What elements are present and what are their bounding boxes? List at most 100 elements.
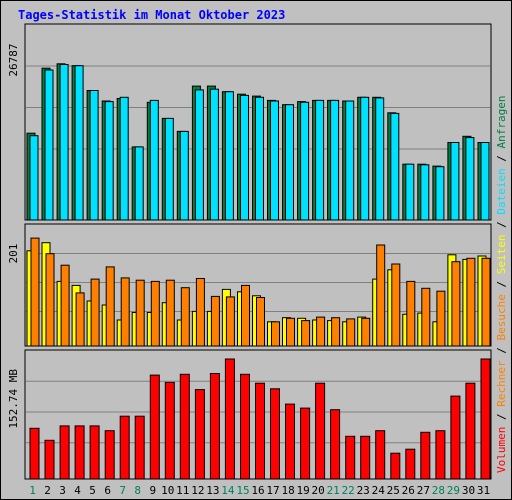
- x-tick-label-9: 9: [149, 484, 156, 497]
- bar-volumen-22: [345, 435, 356, 480]
- bar-besuche-28: [436, 290, 446, 347]
- bar-dateien-9: [149, 99, 159, 221]
- bar-besuche-1: [30, 237, 40, 347]
- x-tick-label-8: 8: [134, 484, 141, 497]
- legend-item-rechner: Rechner: [495, 360, 508, 407]
- bar-dateien-7: [119, 96, 129, 221]
- bar-volumen-18: [285, 403, 295, 480]
- bar-besuche-12: [195, 278, 205, 347]
- x-tick-label-3: 3: [59, 484, 66, 497]
- x-tick-label-26: 26: [402, 484, 415, 497]
- bar-besuche-14: [225, 296, 235, 347]
- bar-besuche-6: [105, 266, 115, 347]
- bar-dateien-22: [345, 100, 355, 221]
- x-tick-label-10: 10: [161, 484, 174, 497]
- bar-dateien-18: [285, 104, 294, 221]
- x-tick-label-31: 31: [477, 484, 490, 497]
- x-tick-label-27: 27: [417, 484, 430, 497]
- bar-besuche-31: [481, 257, 491, 347]
- bar-besuche-20: [316, 316, 326, 347]
- bar-volumen-25: [390, 452, 401, 480]
- bar-besuche-5: [90, 278, 100, 347]
- bar-besuche-24: [376, 244, 386, 347]
- bar-volumen-11: [179, 373, 190, 480]
- legend-item-volumen: Volumen: [495, 427, 508, 473]
- bar-besuche-21: [331, 317, 341, 347]
- bar-dateien-30: [465, 137, 475, 221]
- bar-besuche-26: [406, 280, 416, 347]
- bar-dateien-14: [224, 91, 234, 221]
- bar-volumen-1: [29, 427, 40, 480]
- x-tick-label-18: 18: [281, 484, 294, 497]
- x-tick-label-4: 4: [74, 484, 81, 497]
- bar-volumen-21: [330, 409, 341, 480]
- bar-volumen-31: [480, 358, 491, 480]
- bar-besuche-11: [180, 287, 190, 347]
- bar-volumen-14: [224, 358, 235, 480]
- bar-besuche-29: [451, 261, 461, 347]
- bar-besuche-15: [241, 284, 250, 347]
- legend-separator: /: [495, 274, 508, 294]
- bar-volumen-30: [465, 382, 476, 480]
- bar-volumen-9: [149, 374, 160, 480]
- x-tick-label-29: 29: [447, 484, 460, 497]
- x-tick-label-7: 7: [119, 484, 126, 497]
- bar-besuche-22: [346, 318, 356, 347]
- bar-besuche-18: [286, 317, 295, 347]
- bar-dateien-10: [164, 117, 174, 221]
- bar-besuche-16: [256, 297, 265, 347]
- bar-besuche-2: [45, 253, 55, 347]
- legend-separator: /: [495, 148, 508, 168]
- bar-besuche-7: [120, 277, 130, 347]
- bar-besuche-25: [391, 263, 401, 347]
- bar-dateien-11: [179, 130, 189, 221]
- bar-dateien-24: [375, 97, 385, 221]
- bar-dateien-28: [435, 166, 445, 221]
- bar-besuche-23: [361, 317, 371, 347]
- bar-dateien-25: [390, 112, 400, 221]
- bar-dateien-17: [270, 100, 279, 221]
- bar-volumen-2: [44, 439, 55, 480]
- panel-hits-ymax-label: 26787: [7, 43, 20, 76]
- x-tick-label-23: 23: [357, 484, 370, 497]
- bar-volumen-28: [435, 430, 446, 480]
- legend-separator: /: [495, 215, 508, 235]
- bar-volumen-23: [360, 435, 371, 480]
- bar-volumen-29: [450, 395, 461, 480]
- bar-dateien-3: [59, 64, 69, 221]
- bar-besuche-27: [421, 287, 431, 347]
- bar-volumen-27: [420, 431, 431, 480]
- bar-dateien-20: [315, 99, 325, 221]
- bar-besuche-30: [466, 257, 476, 347]
- panel-volume-ymax-label: 152.74 MB: [7, 369, 20, 429]
- bar-besuche-10: [165, 279, 175, 347]
- x-tick-label-19: 19: [296, 484, 309, 497]
- legend-separator: /: [495, 407, 508, 427]
- x-tick-label-16: 16: [251, 484, 264, 497]
- bar-besuche-3: [60, 264, 70, 347]
- bar-besuche-17: [271, 321, 280, 347]
- bar-volumen-10: [164, 381, 175, 480]
- x-tick-label-21: 21: [327, 484, 340, 497]
- bar-dateien-26: [405, 163, 415, 221]
- x-tick-label-2: 2: [44, 484, 51, 497]
- x-tick-label-5: 5: [89, 484, 96, 497]
- legend: Volumen / Rechner / Besuche / Seiten / D…: [495, 95, 508, 473]
- x-tick-label-25: 25: [387, 484, 400, 497]
- bar-dateien-1: [29, 135, 39, 221]
- bar-volumen-5: [89, 425, 100, 480]
- x-tick-label-28: 28: [432, 484, 445, 497]
- x-tick-label-6: 6: [104, 484, 111, 497]
- x-tick-label-15: 15: [236, 484, 249, 497]
- legend-item-dateien: Dateien: [495, 168, 508, 214]
- x-tick-label-20: 20: [311, 484, 324, 497]
- bar-dateien-6: [104, 101, 114, 221]
- bar-volumen-3: [59, 425, 70, 480]
- bar-volumen-8: [134, 415, 145, 480]
- bar-volumen-16: [255, 382, 265, 480]
- legend-item-besuche: Besuche: [495, 294, 508, 340]
- x-tick-label-11: 11: [176, 484, 189, 497]
- bar-dateien-19: [300, 101, 310, 221]
- bar-volumen-24: [375, 430, 386, 480]
- bar-volumen-7: [119, 415, 130, 480]
